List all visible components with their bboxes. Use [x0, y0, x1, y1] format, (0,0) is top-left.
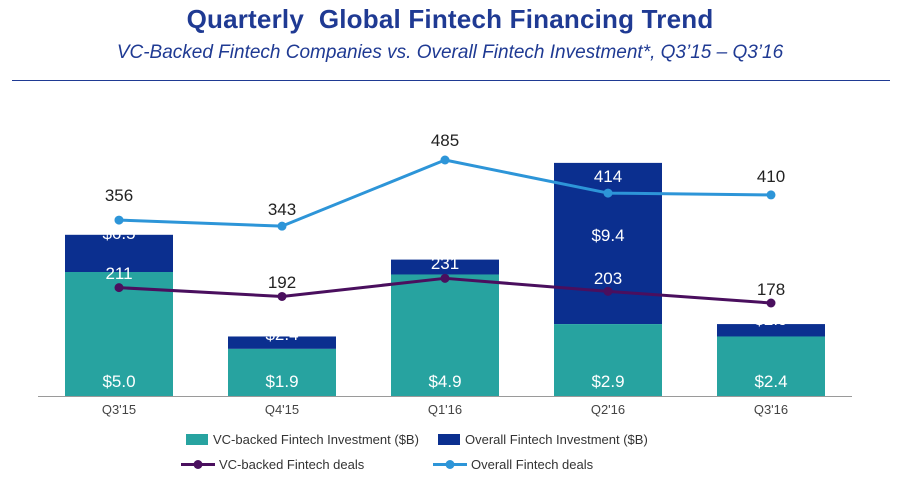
legend-overall-investment-label: Overall Fintech Investment ($B)	[465, 432, 648, 447]
bar-vc-investment	[554, 324, 662, 396]
legend-overall-investment-swatch	[438, 434, 460, 445]
legend-vc-investment: VC-backed Fintech Investment ($B)	[186, 432, 419, 447]
legend-vc-investment-swatch	[186, 434, 208, 445]
overall-deals-label: 485	[431, 131, 459, 150]
bar-vc-investment	[228, 348, 336, 396]
vc-deals-label: 192	[268, 273, 296, 292]
overall-investment-label: $2.4	[265, 325, 298, 344]
legend-vc-deals-marker	[193, 460, 203, 469]
legend-layer: VC-backed Fintech Investment ($B) Overall…	[181, 432, 648, 472]
legend-overall-deals-marker	[445, 460, 455, 469]
x-tick-label: Q3'15	[102, 402, 136, 417]
x-tick-label: Q3'16	[754, 402, 788, 417]
vc-deals-label: 231	[431, 254, 459, 273]
vc-deals-point	[440, 273, 450, 283]
overall-deals-label: 356	[105, 186, 133, 205]
x-tick-label: Q1'16	[428, 402, 462, 417]
legend-overall-deals-label: Overall Fintech deals	[471, 457, 594, 472]
legend-overall-deals: Overall Fintech deals	[433, 457, 594, 472]
bars-layer	[65, 162, 825, 396]
bar-overall-investment	[717, 324, 825, 337]
overall-deals-label: 343	[268, 200, 296, 219]
lines-layer	[114, 155, 776, 308]
overall-deals-point	[766, 190, 776, 200]
overall-investment-label: $2.9	[754, 310, 787, 329]
vc-investment-label: $1.9	[265, 372, 298, 391]
vc-deals-label: 211	[105, 264, 132, 283]
overall-deals-label: 414	[594, 167, 622, 186]
vc-deals-point	[603, 286, 613, 296]
vc-deals-point	[114, 283, 124, 293]
bar-vc-investment	[391, 274, 499, 396]
bar-vc-investment	[717, 336, 825, 396]
overall-deals-label: 410	[757, 167, 785, 186]
legend-vc-deals: VC-backed Fintech deals	[181, 457, 365, 472]
vc-deals-label: 203	[594, 269, 622, 288]
overall-deals-line	[118, 158, 772, 228]
title-divider	[12, 80, 890, 81]
legend-vc-investment-label: VC-backed Fintech Investment ($B)	[213, 432, 419, 447]
overall-deals-point	[277, 221, 287, 231]
x-tick-label: Q2'16	[591, 402, 625, 417]
vc-investment-label: $2.4	[754, 372, 787, 391]
overall-investment-label: $6.5	[102, 224, 135, 243]
labels-layer: $5.0 $6.5 $1.9 $2.4 $4.9 $5.5 $2.9 $9.4 $2.4 $2.9…	[102, 131, 787, 391]
bar-vc-investment	[65, 272, 173, 396]
chart-subtitle: VC-Backed Fintech Companies vs. Overall …	[116, 42, 784, 63]
x-tick-label: Q4'15	[265, 402, 299, 417]
bar-overall-investment	[65, 234, 173, 272]
bar-overall-investment	[391, 259, 499, 275]
vc-investment-label: $5.0	[102, 372, 135, 391]
legend-overall-investment: Overall Fintech Investment ($B)	[438, 432, 648, 447]
vc-deals-label: 178	[757, 280, 785, 299]
vc-investment-label: $4.9	[428, 372, 461, 391]
overall-deals-point	[440, 155, 450, 165]
vc-deals-point	[766, 298, 776, 308]
legend-vc-deals-label: VC-backed Fintech deals	[219, 457, 365, 472]
overall-investment-label: $5.5	[428, 234, 461, 253]
vc-investment-label: $2.9	[591, 372, 624, 391]
vc-deals-point	[277, 291, 287, 301]
overall-deals-point	[114, 215, 124, 225]
overall-deals-point	[603, 188, 613, 198]
bar-overall-investment	[228, 336, 336, 349]
chart-title: Quarterly Global Fintech Financing Trend	[186, 4, 714, 34]
axis-layer: Q3'15 Q4'15 Q1'16 Q2'16 Q3'16	[38, 396, 852, 417]
overall-investment-label: $9.4	[591, 226, 624, 245]
